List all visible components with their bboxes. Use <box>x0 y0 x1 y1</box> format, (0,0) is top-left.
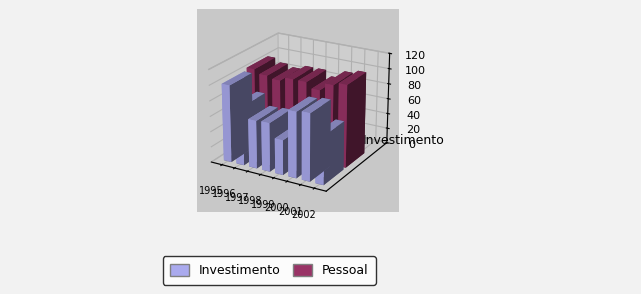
Legend: Investimento, Pessoal: Investimento, Pessoal <box>163 256 376 285</box>
Text: Investimento: Investimento <box>363 134 445 147</box>
